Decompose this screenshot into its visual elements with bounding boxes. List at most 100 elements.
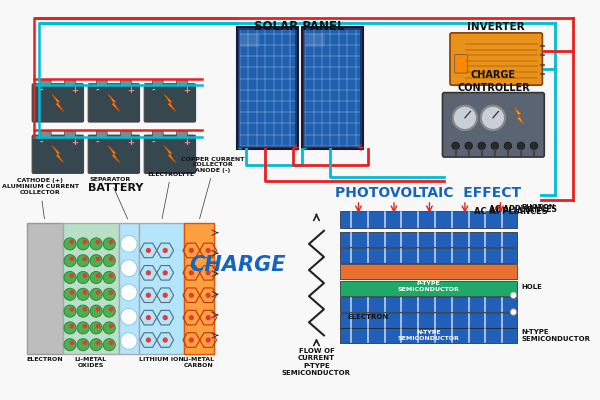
- FancyBboxPatch shape: [144, 84, 196, 122]
- Polygon shape: [514, 108, 524, 124]
- Circle shape: [83, 324, 87, 328]
- Circle shape: [64, 255, 76, 267]
- FancyBboxPatch shape: [450, 33, 542, 85]
- Text: -: -: [302, 144, 307, 154]
- Circle shape: [478, 142, 485, 150]
- Polygon shape: [52, 94, 64, 111]
- Circle shape: [109, 290, 113, 295]
- Circle shape: [95, 324, 100, 328]
- Circle shape: [206, 315, 211, 320]
- Circle shape: [77, 322, 89, 334]
- Circle shape: [453, 106, 477, 130]
- Text: ANODE (-): ANODE (-): [195, 168, 230, 219]
- Circle shape: [95, 240, 100, 244]
- Circle shape: [146, 293, 151, 298]
- Circle shape: [90, 255, 102, 267]
- FancyBboxPatch shape: [40, 131, 51, 137]
- Text: +: +: [183, 86, 190, 95]
- Circle shape: [109, 256, 113, 261]
- Text: -: -: [95, 138, 99, 147]
- Circle shape: [189, 315, 194, 320]
- Circle shape: [146, 315, 151, 320]
- FancyBboxPatch shape: [340, 211, 517, 228]
- FancyBboxPatch shape: [241, 34, 260, 47]
- Circle shape: [146, 270, 151, 276]
- Circle shape: [103, 322, 115, 334]
- Circle shape: [90, 339, 102, 351]
- Circle shape: [189, 338, 194, 343]
- FancyBboxPatch shape: [32, 84, 83, 122]
- Text: P-TYPE
SEMICONDUCTOR: P-TYPE SEMICONDUCTOR: [282, 363, 351, 376]
- FancyBboxPatch shape: [65, 131, 76, 137]
- Text: SOLAR PANEL: SOLAR PANEL: [254, 20, 345, 33]
- Text: -: -: [151, 86, 155, 95]
- FancyBboxPatch shape: [32, 135, 83, 173]
- FancyBboxPatch shape: [340, 232, 517, 247]
- Circle shape: [109, 273, 113, 278]
- FancyBboxPatch shape: [340, 328, 517, 343]
- Circle shape: [70, 273, 74, 278]
- Circle shape: [77, 255, 89, 267]
- Polygon shape: [108, 146, 119, 163]
- Circle shape: [163, 315, 168, 320]
- Circle shape: [530, 142, 538, 150]
- Circle shape: [163, 293, 168, 298]
- Text: AC APPLIANCES: AC APPLIANCES: [474, 208, 548, 216]
- Text: -: -: [151, 138, 155, 147]
- FancyBboxPatch shape: [306, 34, 325, 47]
- Circle shape: [189, 270, 194, 276]
- Text: LITHIUM ION: LITHIUM ION: [139, 357, 184, 362]
- Circle shape: [64, 322, 76, 334]
- Circle shape: [206, 338, 211, 343]
- Circle shape: [109, 307, 113, 312]
- Text: PHOTON: PHOTON: [522, 204, 556, 210]
- Text: ELECTRON: ELECTRON: [26, 357, 63, 362]
- Text: P-TYPE
SEMICONDUCTOR: P-TYPE SEMICONDUCTOR: [398, 282, 460, 292]
- Circle shape: [481, 106, 505, 130]
- Text: -: -: [39, 138, 43, 147]
- Text: ELECTROLYTE: ELECTROLYTE: [147, 172, 194, 219]
- Text: CHARGE
CONTROLLER: CHARGE CONTROLLER: [457, 70, 530, 93]
- Circle shape: [121, 332, 137, 349]
- FancyBboxPatch shape: [62, 223, 119, 354]
- Circle shape: [64, 288, 76, 300]
- Circle shape: [146, 338, 151, 343]
- Circle shape: [77, 272, 89, 284]
- Circle shape: [510, 309, 517, 315]
- Circle shape: [206, 248, 211, 253]
- FancyBboxPatch shape: [340, 264, 517, 279]
- FancyBboxPatch shape: [184, 223, 214, 354]
- Circle shape: [90, 238, 102, 250]
- Circle shape: [103, 288, 115, 300]
- Circle shape: [121, 284, 137, 301]
- Circle shape: [452, 142, 460, 150]
- Circle shape: [70, 290, 74, 295]
- FancyBboxPatch shape: [340, 313, 517, 328]
- FancyBboxPatch shape: [27, 223, 62, 354]
- Text: -: -: [95, 86, 99, 95]
- Circle shape: [64, 272, 76, 284]
- Circle shape: [510, 292, 517, 298]
- Text: +: +: [71, 138, 78, 147]
- Circle shape: [70, 324, 74, 328]
- Circle shape: [121, 308, 137, 325]
- Text: N-TYPE
SEMICONDUCTOR: N-TYPE SEMICONDUCTOR: [398, 330, 460, 341]
- FancyBboxPatch shape: [40, 80, 51, 86]
- Text: N-TYPE
SEMICONDUCTOR: N-TYPE SEMICONDUCTOR: [522, 329, 591, 342]
- Circle shape: [163, 270, 168, 276]
- FancyBboxPatch shape: [97, 131, 107, 137]
- FancyBboxPatch shape: [88, 84, 140, 122]
- Circle shape: [95, 307, 100, 312]
- Text: BATTERY: BATTERY: [88, 183, 143, 193]
- Circle shape: [64, 238, 76, 250]
- FancyBboxPatch shape: [139, 223, 184, 354]
- Text: SEPARATOR: SEPARATOR: [89, 177, 131, 219]
- Text: -: -: [238, 144, 242, 154]
- Text: HOLE: HOLE: [522, 284, 543, 290]
- Circle shape: [103, 339, 115, 351]
- Circle shape: [77, 288, 89, 300]
- Circle shape: [206, 270, 211, 276]
- Text: -: -: [39, 86, 43, 95]
- Text: FLOW OF
CURRENT: FLOW OF CURRENT: [298, 348, 335, 362]
- Text: ELECTRON: ELECTRON: [347, 314, 388, 320]
